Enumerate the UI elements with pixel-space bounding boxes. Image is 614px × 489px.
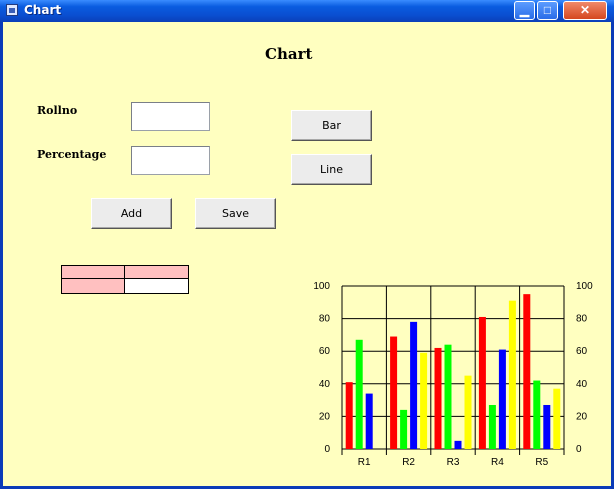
rollno-input[interactable] xyxy=(131,102,210,131)
y-tick-label-right: 80 xyxy=(576,314,588,325)
y-tick-label-left: 60 xyxy=(319,346,331,357)
grid-cell[interactable] xyxy=(125,279,188,293)
x-tick-label: R2 xyxy=(402,457,415,468)
bar xyxy=(355,339,363,449)
x-tick-label: R4 xyxy=(491,457,504,468)
y-tick-label-right: 20 xyxy=(576,411,588,422)
bar-chart: 0 0 20 20 40 40 60 60 80 80 100 100 R1 R2 R3 R4 R5 xyxy=(313,281,593,468)
y-tick-label-right: 40 xyxy=(576,379,588,390)
bar xyxy=(410,321,418,449)
bar xyxy=(508,300,516,449)
bar xyxy=(464,375,472,449)
bar xyxy=(478,316,486,449)
rollno-label: Rollno xyxy=(37,104,78,117)
add-button[interactable]: Add xyxy=(91,198,172,229)
x-tick-label: R5 xyxy=(535,457,548,468)
close-button[interactable]: ✕ xyxy=(563,1,607,20)
y-tick-label-left: 40 xyxy=(319,379,331,390)
bar xyxy=(444,344,452,449)
y-tick-label-left: 80 xyxy=(319,314,331,325)
maximize-button[interactable]: □ xyxy=(537,1,558,20)
bar xyxy=(345,382,353,449)
bar xyxy=(523,294,531,449)
grid-cell[interactable] xyxy=(125,266,188,279)
bar xyxy=(400,409,408,449)
data-grid[interactable] xyxy=(61,265,189,294)
x-tick-label: R1 xyxy=(358,457,371,468)
window-title: Chart xyxy=(24,3,62,17)
bar xyxy=(533,380,541,449)
bar xyxy=(553,388,561,449)
y-tick-label-right: 0 xyxy=(576,444,582,455)
bar xyxy=(434,347,442,449)
bar xyxy=(454,440,462,449)
minimize-button[interactable]: ▁ xyxy=(514,1,535,20)
y-tick-label-left: 20 xyxy=(319,411,331,422)
grid-cell[interactable] xyxy=(62,266,125,279)
percentage-input[interactable] xyxy=(131,146,210,175)
percentage-label: Percentage xyxy=(37,148,107,161)
y-tick-label-left: 100 xyxy=(313,281,330,292)
y-tick-label-left: 0 xyxy=(324,444,330,455)
app-icon xyxy=(6,4,18,16)
save-button[interactable]: Save xyxy=(195,198,276,229)
bar-button[interactable]: Bar xyxy=(291,110,372,141)
x-tick-label: R3 xyxy=(447,457,460,468)
bar xyxy=(420,352,428,449)
grid-cell[interactable] xyxy=(62,279,125,293)
bar xyxy=(543,404,551,449)
y-tick-label-right: 100 xyxy=(576,281,593,292)
title-bar[interactable]: Chart ▁ □ ✕ xyxy=(0,0,614,22)
bar xyxy=(488,404,496,449)
y-tick-label-right: 60 xyxy=(576,346,588,357)
line-button[interactable]: Line xyxy=(291,154,372,185)
bar xyxy=(390,336,398,449)
bar xyxy=(365,393,373,449)
form-client-area: Chart Rollno Percentage Bar Line Add Sav… xyxy=(3,22,611,486)
form-heading: Chart xyxy=(265,45,313,63)
bar xyxy=(498,349,506,449)
